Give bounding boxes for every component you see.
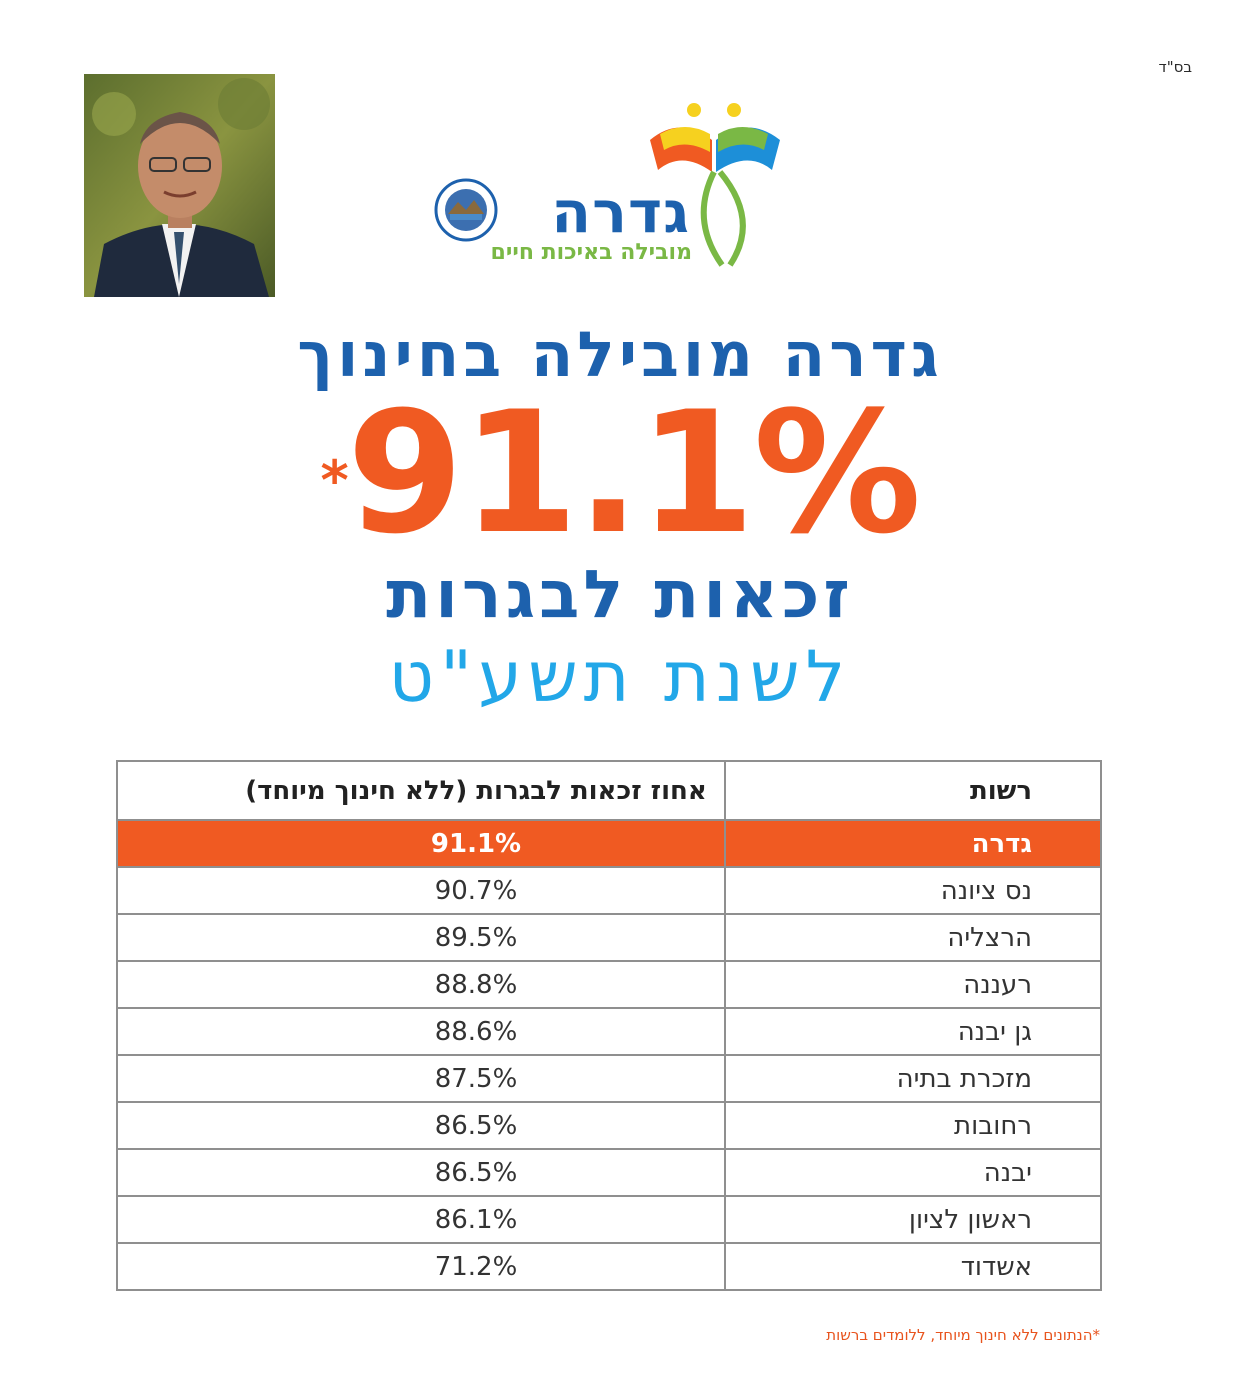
authority-cell: גדרה — [724, 819, 1102, 868]
headline-leading: גדרה מובילה בחינוך — [297, 318, 943, 391]
column-header-percent: אחוז זכאות לבגרות (ללא חינוך מיוחד) — [116, 760, 726, 821]
percent-cell: 88.6% — [116, 1007, 726, 1056]
footnote: *הנתונים ללא חינוך מיוחד, ללומדים ברשות — [826, 1326, 1100, 1344]
table-row-highlighted: גדרה 91.1% — [116, 819, 1102, 868]
percent-cell: 86.1% — [116, 1195, 726, 1244]
percent-cell: 86.5% — [116, 1101, 726, 1150]
table-row: הרצליה 89.5% — [116, 913, 1102, 962]
headline-percent: 91.1%* — [0, 378, 1240, 568]
authority-cell: רעננה — [724, 960, 1102, 1009]
column-header-authority: רשות — [724, 760, 1102, 821]
authority-cell: רחובות — [724, 1101, 1102, 1150]
table-row: מזכרת בתיה 87.5% — [116, 1054, 1102, 1103]
headline-year: לשנת תשע"ט — [388, 636, 852, 718]
table-header-row: רשות אחוז זכאות לבגרות (ללא חינוך מיוחד) — [116, 760, 1102, 821]
headline-percent-value: 91.1% — [346, 375, 922, 571]
table-row: רחובות 86.5% — [116, 1101, 1102, 1150]
logo-tagline: מובילה באיכות חיים — [490, 240, 692, 265]
mayor-photo — [84, 74, 275, 297]
logo-tree-icon — [650, 103, 780, 267]
authority-cell: נס ציונה — [724, 866, 1102, 915]
authority-cell: מזכרת בתיה — [724, 1054, 1102, 1103]
asterisk: * — [320, 449, 348, 512]
bsd-header: בס"ד — [1158, 58, 1193, 76]
percent-cell: 86.5% — [116, 1148, 726, 1197]
authority-cell: גן יבנה — [724, 1007, 1102, 1056]
authority-cell: יבנה — [724, 1148, 1102, 1197]
headline-eligibility: זכאות לבגרות — [386, 556, 854, 633]
municipal-seal-icon — [434, 178, 498, 242]
eligibility-table: רשות אחוז זכאות לבגרות (ללא חינוך מיוחד)… — [116, 760, 1102, 1291]
percent-cell: 87.5% — [116, 1054, 726, 1103]
percent-cell: 89.5% — [116, 913, 726, 962]
percent-cell: 91.1% — [116, 819, 726, 868]
logo-name: גדרה — [551, 178, 690, 246]
table-row: ראשון לציון 86.1% — [116, 1195, 1102, 1244]
gedera-logo: גדרה מובילה באיכות חיים — [430, 100, 810, 270]
table-row: יבנה 86.5% — [116, 1148, 1102, 1197]
table-row: גן יבנה 88.6% — [116, 1007, 1102, 1056]
percent-cell: 71.2% — [116, 1242, 726, 1291]
table-row: אשדוד 71.2% — [116, 1242, 1102, 1291]
table-row: רעננה 88.8% — [116, 960, 1102, 1009]
authority-cell: הרצליה — [724, 913, 1102, 962]
authority-cell: ראשון לציון — [724, 1195, 1102, 1244]
table-row: נס ציונה 90.7% — [116, 866, 1102, 915]
authority-cell: אשדוד — [724, 1242, 1102, 1291]
percent-cell: 90.7% — [116, 866, 726, 915]
percent-cell: 88.8% — [116, 960, 726, 1009]
